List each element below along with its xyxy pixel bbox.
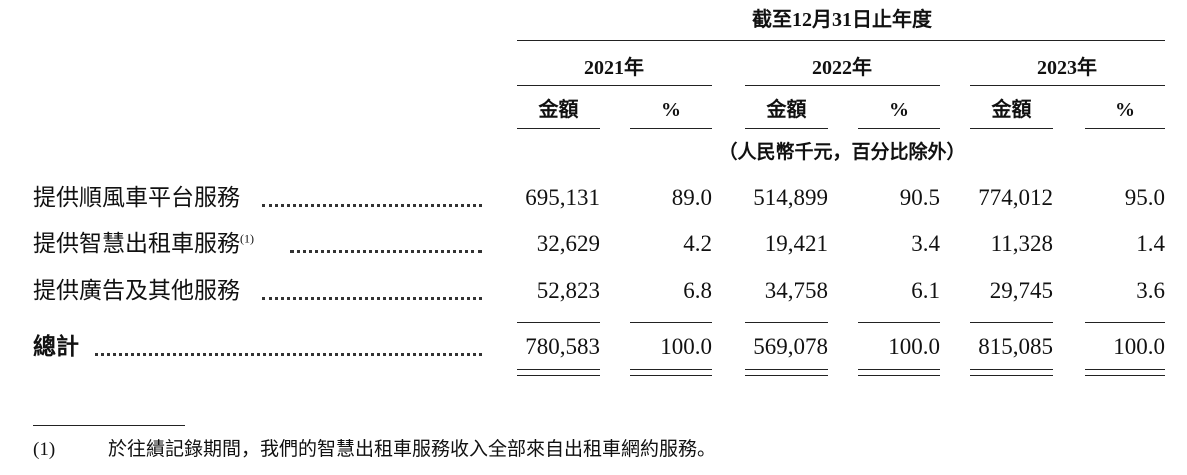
note-marker: (1) <box>240 231 254 246</box>
cell-value: 6.8 <box>683 278 712 303</box>
row-label: 總計 <box>33 334 79 359</box>
cell-value: 815,085 <box>978 334 1053 359</box>
rule <box>970 128 1053 129</box>
rule <box>970 322 1053 323</box>
rule <box>1085 369 1165 370</box>
cell-value: 95.0 <box>1124 185 1165 210</box>
rule <box>745 369 828 370</box>
year-header: 2023年 <box>1037 57 1097 79</box>
rule <box>970 85 1165 86</box>
rule <box>517 128 600 129</box>
cell-value: 29,745 <box>989 278 1053 303</box>
rule <box>1085 322 1165 323</box>
rule <box>517 85 712 86</box>
cell-value: 90.5 <box>899 185 940 210</box>
rule <box>1085 375 1165 376</box>
column-header: 金額 <box>538 99 579 121</box>
rule <box>970 369 1053 370</box>
cell-value: 780,583 <box>525 334 600 359</box>
leader-dots <box>262 297 482 300</box>
cell-value: 11,328 <box>990 231 1053 256</box>
column-header: % <box>661 99 681 121</box>
cell-value: 34,758 <box>764 278 828 303</box>
cell-value: 89.0 <box>671 185 712 210</box>
cell-value: 6.1 <box>911 278 940 303</box>
leader-dots <box>290 250 482 253</box>
cell-value: 32,629 <box>536 231 600 256</box>
row-label: 提供廣告及其他服務 <box>33 278 240 303</box>
rule <box>970 375 1053 376</box>
rule <box>858 369 940 370</box>
rule <box>517 322 600 323</box>
rule <box>858 128 940 129</box>
rule <box>517 40 1165 41</box>
row-label-wrap: 提供智慧出租車服務(1) <box>33 232 254 255</box>
rule <box>745 375 828 376</box>
rule <box>630 369 712 370</box>
cell-value: 695,131 <box>525 185 600 210</box>
cell-value: 100.0 <box>888 334 940 359</box>
column-header: % <box>1115 99 1135 121</box>
rule <box>858 375 940 376</box>
year-header: 2021年 <box>584 57 644 79</box>
footnote-text: 於往績記錄期間，我們的智慧出租車服務收入全部來自出租車網約服務。 <box>108 439 717 460</box>
row-label: 提供順風車平台服務 <box>33 185 240 210</box>
rule <box>630 375 712 376</box>
row-label: 提供智慧出租車服務 <box>33 231 240 256</box>
rule <box>858 322 940 323</box>
column-header: 金額 <box>766 99 807 121</box>
cell-value: 100.0 <box>660 334 712 359</box>
cell-value: 569,078 <box>753 334 828 359</box>
column-header: % <box>889 99 909 121</box>
cell-value: 19,421 <box>764 231 828 256</box>
cell-value: 514,899 <box>753 185 828 210</box>
rule <box>630 128 712 129</box>
rule <box>517 375 600 376</box>
unit-note: （人民幣千元，百分比除外） <box>718 142 966 163</box>
rule <box>1085 128 1165 129</box>
rule <box>745 322 828 323</box>
rule <box>745 85 940 86</box>
cell-value: 4.2 <box>683 231 712 256</box>
column-header: 金額 <box>991 99 1032 121</box>
rule <box>630 322 712 323</box>
cell-value: 100.0 <box>1113 334 1165 359</box>
leader-dots <box>95 353 482 356</box>
cell-value: 3.6 <box>1136 278 1165 303</box>
year-header: 2022年 <box>812 57 872 79</box>
rule <box>517 369 600 370</box>
rule <box>745 128 828 129</box>
cell-value: 3.4 <box>911 231 940 256</box>
footnote-marker: (1) <box>33 439 56 460</box>
period-header: 截至12月31日止年度 <box>752 9 932 31</box>
leader-dots <box>262 204 482 207</box>
cell-value: 774,012 <box>978 185 1053 210</box>
cell-value: 52,823 <box>536 278 600 303</box>
cell-value: 1.4 <box>1136 231 1165 256</box>
footnote-rule <box>33 425 185 426</box>
